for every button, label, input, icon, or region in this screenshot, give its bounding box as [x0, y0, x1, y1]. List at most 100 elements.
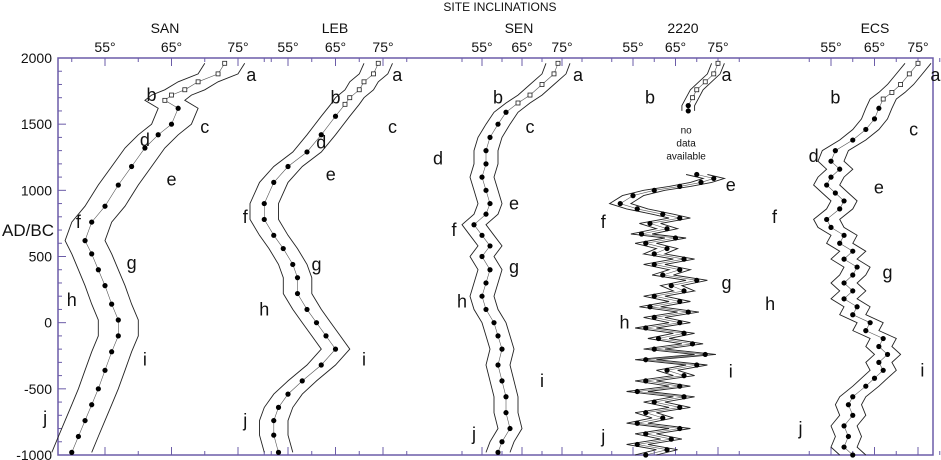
data-point — [694, 277, 700, 283]
data-point — [854, 304, 860, 310]
y-tick-label: -1000 — [16, 447, 52, 460]
error-envelope-lower — [461, 63, 547, 453]
age-label-i: i — [729, 362, 733, 382]
data-point — [487, 134, 493, 140]
series-line — [619, 174, 715, 456]
data-point — [660, 211, 666, 217]
error-envelope-upper — [91, 63, 246, 453]
data-point — [651, 261, 657, 268]
data-point — [634, 441, 640, 448]
no-data-note: data — [676, 138, 696, 149]
error-envelope-upper — [485, 63, 571, 453]
data-point-square — [898, 82, 903, 87]
data-point — [871, 375, 878, 381]
data-point — [313, 320, 320, 326]
data-point — [102, 203, 108, 209]
x-tick-label: 75° — [227, 39, 248, 55]
data-point-square — [906, 71, 912, 77]
age-label-g: g — [509, 257, 519, 277]
data-point-square — [356, 87, 362, 93]
data-point — [109, 349, 115, 355]
data-point — [155, 132, 161, 138]
data-point-square — [222, 60, 228, 66]
error-envelope-upper — [839, 63, 932, 456]
data-point-square — [880, 96, 886, 102]
data-point — [483, 187, 489, 193]
data-point — [655, 335, 662, 342]
data-point-square — [375, 60, 381, 66]
age-label-j: j — [471, 424, 476, 444]
data-point — [507, 425, 513, 432]
data-point — [876, 359, 882, 365]
data-point — [275, 404, 282, 410]
data-point — [660, 272, 666, 278]
age-label-b: b — [330, 88, 340, 108]
series-1 — [249, 60, 393, 455]
data-point — [677, 267, 683, 273]
data-point-square — [551, 71, 557, 77]
x-tick-label: 55° — [471, 39, 492, 55]
age-label-d: d — [433, 149, 443, 169]
error-envelope-lower — [813, 63, 906, 456]
series-1 — [813, 60, 932, 458]
age-label-c: c — [526, 117, 535, 137]
data-point — [681, 373, 687, 379]
age-label-h: h — [457, 291, 467, 311]
y-tick-label: 0 — [44, 315, 52, 331]
data-point — [643, 431, 649, 437]
x-tick-label: 65° — [864, 39, 885, 55]
data-point — [643, 452, 649, 458]
age-label-i: i — [920, 360, 924, 380]
data-point — [271, 232, 277, 238]
error-envelope-upper — [694, 63, 725, 111]
data-point — [837, 240, 843, 246]
data-point — [318, 132, 324, 138]
data-point-square — [342, 101, 348, 107]
data-point — [285, 163, 291, 170]
data-point — [487, 267, 493, 273]
data-point — [483, 280, 489, 286]
data-point-square — [347, 95, 353, 101]
y-tick-label: 1000 — [21, 182, 52, 198]
data-point — [643, 410, 649, 416]
data-point — [643, 357, 649, 363]
x-tick-label: 75° — [372, 39, 393, 55]
data-point — [89, 402, 95, 408]
age-label-d: d — [316, 133, 326, 153]
data-point — [884, 351, 891, 358]
age-label-e: e — [509, 194, 519, 214]
age-label-i: i — [143, 350, 147, 370]
age-label-a: a — [573, 65, 584, 85]
data-point — [677, 404, 683, 410]
data-point — [664, 447, 670, 453]
data-point — [863, 328, 869, 334]
x-tick-label: 55° — [94, 39, 115, 55]
data-point — [664, 367, 670, 373]
data-point — [832, 148, 838, 154]
data-point-square — [361, 79, 367, 85]
data-point — [867, 320, 873, 326]
age-label-a: a — [246, 65, 257, 85]
data-point — [75, 433, 81, 440]
data-point — [634, 420, 640, 426]
age-label-g: g — [721, 273, 731, 293]
data-point — [828, 158, 834, 164]
x-tick-label: 55° — [820, 39, 841, 55]
data-point — [634, 388, 640, 395]
data-point — [503, 394, 509, 400]
data-point — [685, 309, 691, 315]
data-point — [828, 224, 834, 230]
data-point — [483, 148, 489, 154]
data-point — [285, 391, 291, 397]
error-envelope-upper — [278, 63, 393, 453]
data-point — [841, 198, 847, 204]
data-point — [294, 275, 301, 281]
age-label-b: b — [147, 85, 157, 105]
age-label-b: b — [493, 88, 503, 108]
data-point — [841, 280, 847, 286]
data-point-square — [555, 60, 561, 66]
data-point — [871, 116, 878, 122]
data-point-square — [162, 97, 168, 103]
age-label-f: f — [601, 212, 607, 232]
